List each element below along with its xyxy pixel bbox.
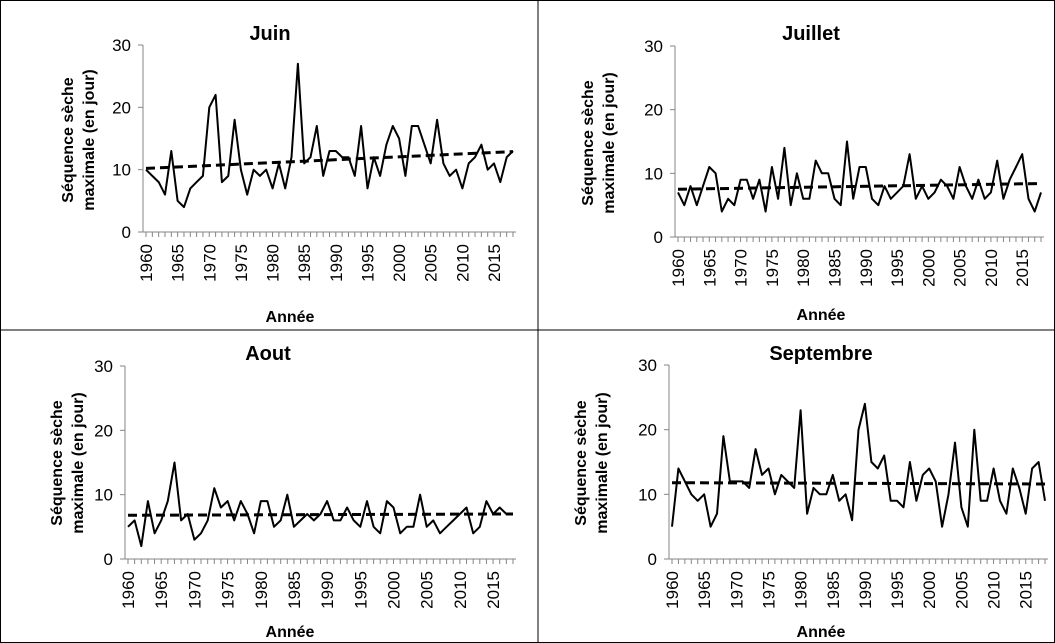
chart-2-series-line	[127, 461, 513, 548]
chart-0-y-tick-label: 30	[112, 36, 131, 55]
chart-2-y-axis-label-line: maximale (en jour)	[70, 392, 87, 533]
chart-3-y-axis-label-line: maximale (en jour)	[594, 392, 611, 533]
chart-3-y-tick-label: 0	[648, 550, 657, 569]
chart-3-x-tick-label: 2005	[952, 571, 971, 609]
chart-1-x-tick-label: 1970	[732, 249, 751, 287]
chart-1-y-tick-label: 10	[644, 164, 663, 183]
chart-0-x-tick-label: 2015	[485, 244, 504, 282]
chart-0-title: Juin	[249, 23, 290, 45]
chart-2-x-tick-label: 2015	[484, 571, 503, 609]
chart-0-x-axis-label: Année	[266, 309, 315, 326]
chart-3-x-axis-label: Année	[797, 624, 846, 641]
chart-3-trend-line	[671, 481, 1046, 486]
chart-0-x-tick-label: 2010	[453, 244, 472, 282]
chart-3-x-tick-label: 1965	[695, 571, 714, 609]
chart-1-x-tick-label: 1990	[857, 249, 876, 287]
chart-2-x-tick-label: 1960	[119, 571, 138, 609]
chart-2-x-tick-label: 1980	[252, 571, 271, 609]
chart-1-x-axis-label: Année	[797, 307, 846, 324]
chart-0-x-tick-label: 1985	[295, 244, 314, 282]
chart-1-x-tick-label: 1980	[794, 249, 813, 287]
chart-0-y-tick-label: 10	[112, 161, 131, 180]
chart-0-x-tick-label: 1975	[232, 244, 251, 282]
chart-3-x-tick-label: 1985	[824, 571, 843, 609]
chart-3-x-tick-label: 1970	[727, 571, 746, 609]
chart-0-y-tick-label: 0	[122, 223, 131, 242]
chart-0-x-tick-label: 1995	[358, 244, 377, 282]
chart-1-x-tick-label: 1965	[700, 249, 719, 287]
chart-3-x-tick-label: 2015	[1017, 571, 1036, 609]
chart-2-x-tick-label: 1965	[152, 571, 171, 609]
chart-3-y-axis-label: Séquence sèche maximale (en jour)	[573, 392, 611, 533]
chart-0-x-tick-label: 1990	[327, 244, 346, 282]
chart-0-x-tick-label: 1960	[137, 244, 156, 282]
chart-1-y-tick-label: 20	[644, 101, 663, 120]
chart-1-trend-line	[677, 182, 1042, 191]
chart-1-x-tick-label: 1985	[825, 249, 844, 287]
chart-2-x-tick-label: 1995	[351, 571, 370, 609]
chart-2-title: Aout	[245, 343, 291, 365]
chart-3-x-tick-label: 1975	[759, 571, 778, 609]
chart-0-x-tick-label: 2000	[390, 244, 409, 282]
chart-1-y-tick-label: 0	[654, 228, 663, 247]
chart-1-y-tick-label: 30	[644, 37, 663, 56]
chart-2-trend-line	[127, 512, 514, 517]
chart-1-y-axis-label-line: maximale (en jour)	[601, 72, 618, 213]
chart-panel-septembre: Septembre 0 10 20 30 1960 1965 1970 1975 1980 1985…	[573, 343, 1048, 641]
chart-2-y-tick-label: 0	[104, 550, 113, 569]
chart-0-x-tick-label: 1965	[169, 244, 188, 282]
chart-2-x-tick-label: 1985	[285, 571, 304, 609]
chart-2-x-tick-label: 2000	[385, 571, 404, 609]
chart-0-x-tick-label: 1980	[264, 244, 283, 282]
chart-3-x-tick-label: 1980	[792, 571, 811, 609]
chart-3-x-tick-label: 2010	[985, 571, 1004, 609]
chart-3-title: Septembre	[769, 343, 872, 365]
chart-3-y-tick-label: 30	[638, 356, 657, 375]
chart-3-x-tick-label: 1990	[856, 571, 875, 609]
chart-1-x-tick-label: 1995	[888, 249, 907, 287]
chart-2-x-tick-label: 2005	[418, 571, 437, 609]
chart-panel-aout: Aout 0 10 20 30 1960 1965 1970 1975 1980 1985 1990 1…	[49, 343, 516, 641]
chart-panel-juin: Juin 0 10 20 30 1960 1965 1970 1975 1980 1985 1990 1…	[60, 23, 516, 326]
chart-2-y-axis-label: Séquence sèche maximale (en jour)	[49, 392, 87, 533]
chart-2-x-axis-label: Année	[266, 624, 315, 641]
chart-1-x-tick-label: 1975	[763, 249, 782, 287]
chart-1-x-tick-label: 1960	[669, 249, 688, 287]
chart-2-x-tick-label: 2010	[451, 571, 470, 609]
chart-0-y-tick-label: 20	[112, 98, 131, 117]
chart-1-x-tick-label: 2000	[919, 249, 938, 287]
chart-1-x-tick-label: 2015	[1013, 249, 1032, 287]
chart-1-x-tick-label: 2010	[982, 249, 1001, 287]
chart-0-y-axis-label: Séquence sèche maximale (en jour)	[60, 69, 98, 210]
chart-3-y-tick-label: 10	[638, 485, 657, 504]
chart-2-x-tick-label: 1970	[185, 571, 204, 609]
chart-0-trend-line	[145, 150, 514, 170]
chart-2-y-tick-label: 10	[94, 486, 113, 505]
chart-0-x-tick-label: 1970	[200, 244, 219, 282]
chart-0-x-tick-label: 2005	[422, 244, 441, 282]
chart-3-series-line	[671, 402, 1046, 528]
chart-3-y-axis-label-line: Séquence sèche	[573, 400, 590, 526]
chart-1-series-line	[677, 140, 1042, 213]
chart-2-x-tick-label: 1990	[318, 571, 337, 609]
chart-3-x-tick-label: 1960	[663, 571, 682, 609]
chart-2-y-tick-label: 30	[94, 357, 113, 376]
chart-1-x-tick-label: 2005	[951, 249, 970, 287]
chart-2-y-tick-label: 20	[94, 421, 113, 440]
chart-3-x-tick-label: 2000	[920, 571, 939, 609]
chart-2-y-axis-label-line: Séquence sèche	[49, 400, 66, 526]
chart-1-y-axis-label: Séquence sèche maximale (en jour)	[580, 72, 618, 213]
chart-1-title: Juillet	[782, 23, 840, 45]
chart-2-x-tick-label: 1975	[219, 571, 238, 609]
chart-1-y-axis-label-line: Séquence sèche	[580, 80, 597, 206]
chart-panel-juillet: Juillet 0 10 20 30 1960 1965 1970 1975 1980 1985 19…	[580, 23, 1044, 324]
chart-3-x-tick-label: 1995	[888, 571, 907, 609]
chart-0-y-axis-label-line: Séquence sèche	[60, 77, 77, 203]
chart-0-series-line	[145, 62, 514, 209]
chart-0-y-axis-label-line: maximale (en jour)	[81, 69, 98, 210]
chart-3-y-tick-label: 20	[638, 421, 657, 440]
